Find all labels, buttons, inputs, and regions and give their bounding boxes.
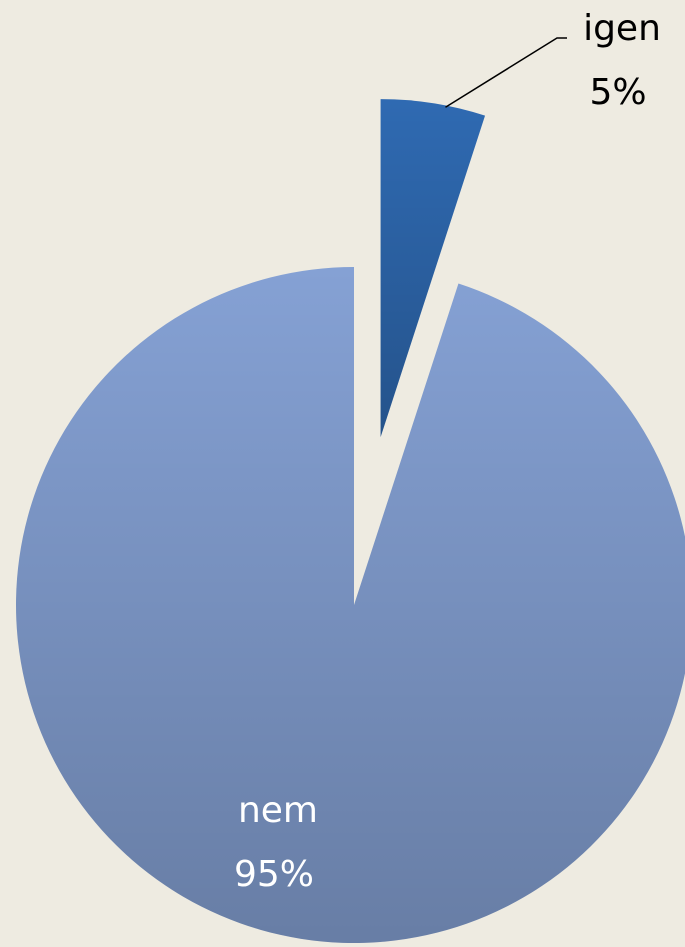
slice-label: nem [238, 790, 318, 831]
slice-shade [16, 267, 685, 943]
slice-value-label: 95% [234, 854, 314, 895]
slice-value-label: 5% [589, 72, 646, 113]
slice-shade [380, 99, 486, 438]
slice-label: igen [583, 8, 661, 49]
leader-line [445, 37, 567, 108]
